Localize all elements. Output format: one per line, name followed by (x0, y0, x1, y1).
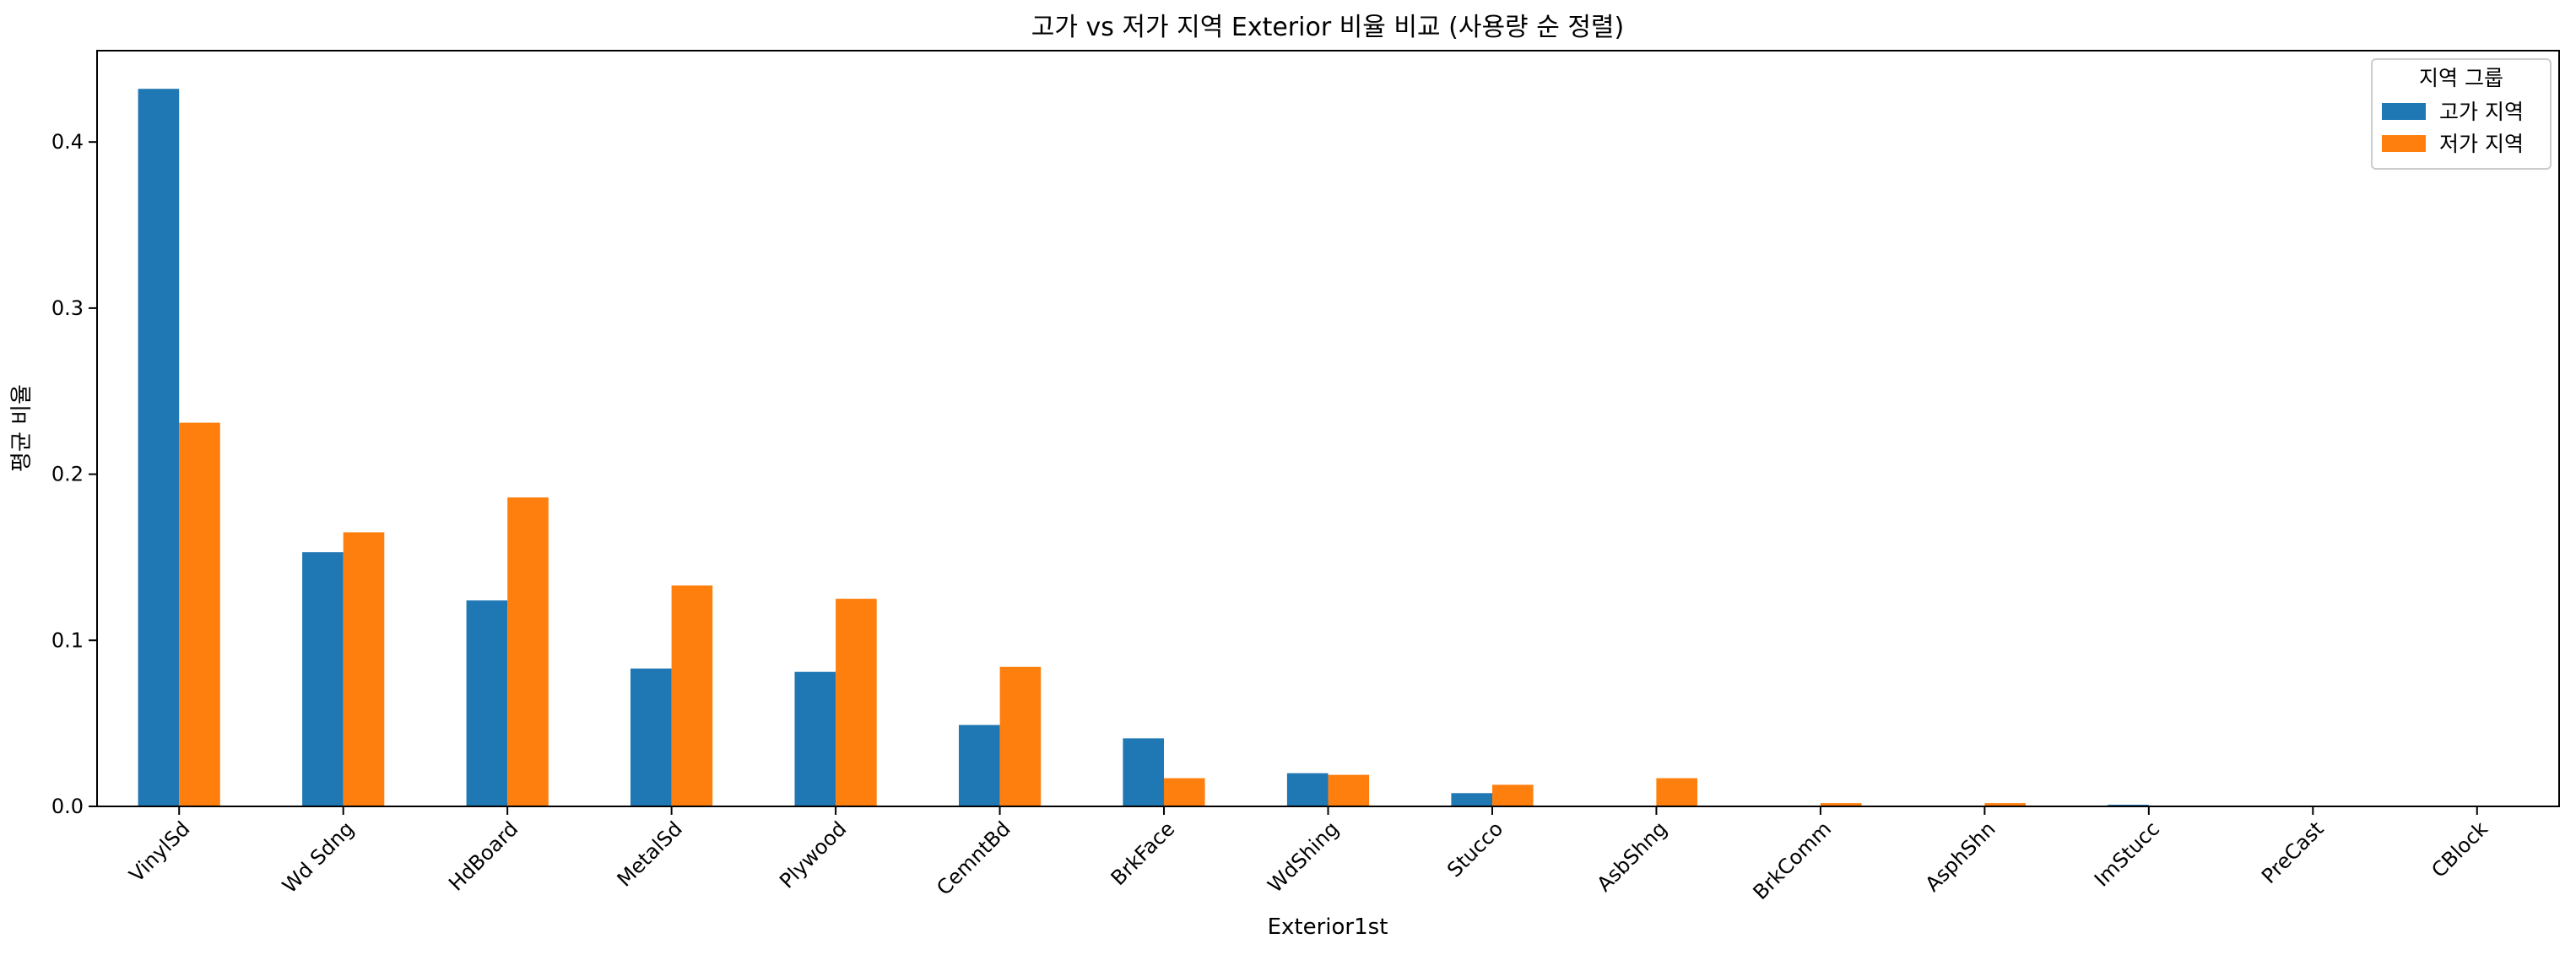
y-tick-label: 0.2 (51, 463, 84, 486)
legend-label-high: 고가 지역 (2439, 100, 2524, 124)
bar-high-vinylsd (138, 89, 180, 806)
y-tick-label: 0.3 (51, 296, 84, 320)
bar-high-cemntbd (959, 724, 1000, 806)
y-tick-label: 0.0 (51, 795, 84, 818)
x-tick-label: BrkComm (1749, 817, 1837, 904)
y-tick-label: 0.4 (51, 130, 84, 154)
y-axis-ticks: 0.0 0.1 0.2 0.3 0.4 (51, 130, 97, 818)
legend-swatch-high (2382, 103, 2426, 120)
y-tick-label: 0.1 (51, 628, 84, 652)
bar-high-wd-sdng (302, 552, 344, 806)
x-tick-label: CBlock (2427, 817, 2492, 882)
x-tick-label: ImStucc (2090, 817, 2164, 891)
x-tick-label: VinylSd (125, 817, 195, 887)
bar-high-brkface (1123, 738, 1164, 806)
bar-low-plywood (836, 599, 877, 806)
bar-low-vinylsd (179, 422, 220, 806)
x-tick-label: HdBoard (444, 817, 522, 895)
legend-title: 지역 그룹 (2419, 66, 2503, 90)
bar-low-metalsd (671, 585, 713, 806)
x-axis-ticks: VinylSd Wd Sdng HdBoard MetalSd Plywood Cemnt… (125, 806, 2492, 904)
x-tick-label: Plywood (775, 817, 851, 893)
x-tick-label: PreCast (2257, 817, 2329, 888)
bar-low-wd-sdng (343, 532, 385, 806)
x-axis-title: Exterior1st (1268, 914, 1388, 940)
x-tick-label: BrkFace (1107, 817, 1180, 890)
bar-low-asbshng (1656, 778, 1697, 806)
x-tick-label: Wd Sdng (278, 817, 359, 898)
bar-high-hdboard (466, 600, 508, 806)
x-tick-label: WdShing (1264, 817, 1344, 897)
bar-low-hdboard (507, 497, 549, 806)
x-tick-label: AsphShn (1921, 817, 2000, 896)
legend-swatch-low (2382, 135, 2426, 152)
bar-low-brkcomm (1820, 803, 1862, 806)
bar-high-wdshing (1286, 773, 1329, 806)
bar-high-plywood (794, 671, 836, 806)
plot-frame (96, 50, 2560, 807)
x-tick-label: Stucco (1442, 817, 1507, 882)
bar-low-wdshing (1328, 774, 1370, 806)
y-axis-title: 평균 비율 (9, 384, 35, 472)
bar-low-brkface (1164, 778, 1205, 806)
bar-high-metalsd (630, 668, 672, 806)
bar-high-stucco (1451, 793, 1492, 806)
legend: 지역 그룹 고가 지역 저가 지역 (2371, 58, 2552, 170)
bar-low-stucco (1492, 784, 1534, 806)
chart-title: 고가 vs 저가 지역 Exterior 비율 비교 (사용량 순 정렬) (1031, 13, 1625, 42)
bar-low-asphshn (1984, 803, 2026, 806)
x-tick-label: MetalSd (613, 817, 687, 891)
x-tick-label: CemntBd (932, 817, 1015, 899)
legend-label-low: 저가 지역 (2439, 132, 2524, 156)
x-tick-label: AsbShng (1593, 817, 1672, 896)
bars-group (138, 89, 2149, 806)
bar-low-cemntbd (999, 666, 1042, 806)
